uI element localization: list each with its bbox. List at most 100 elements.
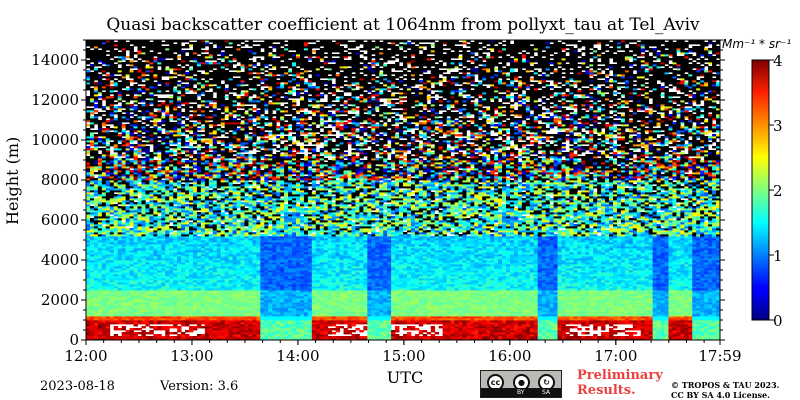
- heatmap-cell: [90, 108, 94, 110]
- heatmap-cell: [141, 154, 145, 156]
- heatmap-cell: [157, 54, 161, 56]
- heatmap-cell: [118, 112, 122, 114]
- heatmap-cell: [173, 146, 177, 148]
- heatmap-cell: [209, 80, 213, 82]
- heatmap-cell: [185, 78, 189, 80]
- heatmap-cell: [86, 70, 90, 72]
- heatmap-cell: [126, 88, 130, 90]
- heatmap-cell: [181, 184, 185, 186]
- heatmap-cell: [217, 56, 221, 58]
- heatmap-area: [86, 40, 720, 340]
- heatmap-cell: [181, 50, 185, 52]
- heatmap-cell: [90, 218, 94, 220]
- heatmap-cell: [185, 56, 189, 58]
- heatmap-cell: [189, 336, 193, 338]
- heatmap-cell: [86, 156, 90, 158]
- heatmap-cell: [229, 160, 233, 162]
- heatmap-cell: [225, 88, 229, 90]
- heatmap-cell: [225, 120, 229, 122]
- heatmap-cell: [201, 80, 205, 82]
- heatmap-cell: [118, 106, 122, 108]
- heatmap-cell: [189, 112, 193, 114]
- heatmap-cell: [141, 124, 145, 126]
- heatmap-cell: [209, 62, 213, 64]
- heatmap-cell: [173, 156, 177, 158]
- heatmap-cell: [189, 326, 193, 328]
- heatmap-cell: [94, 134, 98, 136]
- heatmap-cell: [153, 326, 157, 328]
- heatmap-cell: [98, 120, 102, 122]
- heatmap-cell: [209, 234, 213, 236]
- heatmap-cell: [126, 228, 130, 230]
- heatmap-cell: [181, 106, 185, 108]
- heatmap-cell: [225, 194, 229, 196]
- heatmap-cell: [149, 336, 153, 338]
- heatmap-cell: [118, 76, 122, 78]
- heatmap-cell: [221, 128, 225, 130]
- heatmap-cell: [169, 60, 173, 62]
- heatmap-cell: [94, 198, 98, 200]
- heatmap-cell: [114, 42, 118, 44]
- heatmap-cell: [173, 88, 177, 90]
- heatmap-cell: [138, 158, 142, 160]
- heatmap-cell: [157, 142, 161, 144]
- heatmap-cell: [118, 158, 122, 160]
- heatmap-cell: [161, 102, 165, 104]
- heatmap-cell: [134, 332, 138, 334]
- heatmap-cell: [225, 116, 229, 118]
- heatmap-cell: [197, 236, 201, 238]
- heatmap-cell: [161, 326, 165, 328]
- heatmap-cell: [90, 148, 94, 150]
- heatmap-cell: [122, 102, 126, 104]
- heatmap-cell: [189, 146, 193, 148]
- heatmap-cell: [98, 100, 102, 102]
- heatmap-cell: [177, 94, 181, 96]
- heatmap-cell: [134, 328, 138, 330]
- heatmap-cell: [185, 334, 189, 336]
- heatmap-cell: [110, 60, 114, 62]
- heatmap-cell: [169, 116, 173, 118]
- heatmap-cell: [149, 326, 153, 328]
- heatmap-cell: [114, 58, 118, 60]
- heatmap-cell: [197, 334, 201, 336]
- heatmap-cell: [205, 62, 209, 64]
- heatmap-cell: [213, 62, 217, 64]
- heatmap-cell: [173, 332, 177, 334]
- heatmap-cell: [213, 48, 217, 50]
- heatmap-cell: [114, 334, 118, 336]
- heatmap-cell: [126, 42, 130, 44]
- heatmap-cell: [157, 326, 161, 328]
- heatmap-cell: [138, 122, 142, 124]
- heatmap-cell: [134, 62, 138, 64]
- heatmap-cell: [209, 92, 213, 94]
- heatmap-cell: [126, 206, 130, 208]
- heatmap-cell: [173, 54, 177, 56]
- heatmap-cell: [165, 46, 169, 48]
- heatmap-cell: [193, 154, 197, 156]
- heatmap-cell: [90, 64, 94, 66]
- heatmap-cell: [153, 160, 157, 162]
- heatmap-cell: [177, 144, 181, 146]
- heatmap-cell: [185, 94, 189, 96]
- heatmap-cell: [134, 116, 138, 118]
- heatmap-cell: [149, 128, 153, 130]
- heatmap-cell: [161, 336, 165, 338]
- heatmap-cell: [209, 190, 213, 192]
- heatmap-cell: [165, 60, 169, 62]
- heatmap-cell: [205, 92, 209, 94]
- heatmap-cell: [189, 50, 193, 52]
- heatmap-cell: [173, 152, 177, 154]
- heatmap-cell: [225, 96, 229, 98]
- heatmap-cell: [138, 332, 142, 334]
- heatmap-cell: [130, 104, 134, 106]
- heatmap-cell: [145, 146, 149, 148]
- heatmap-cell: [106, 110, 110, 112]
- heatmap-cell: [201, 136, 205, 138]
- heatmap-cell: [138, 112, 142, 114]
- heatmap-cell: [153, 170, 157, 172]
- heatmap-cell: [138, 86, 142, 88]
- heatmap-cell: [169, 74, 173, 76]
- heatmap-cell: [126, 96, 130, 98]
- heatmap-cell: [138, 328, 142, 330]
